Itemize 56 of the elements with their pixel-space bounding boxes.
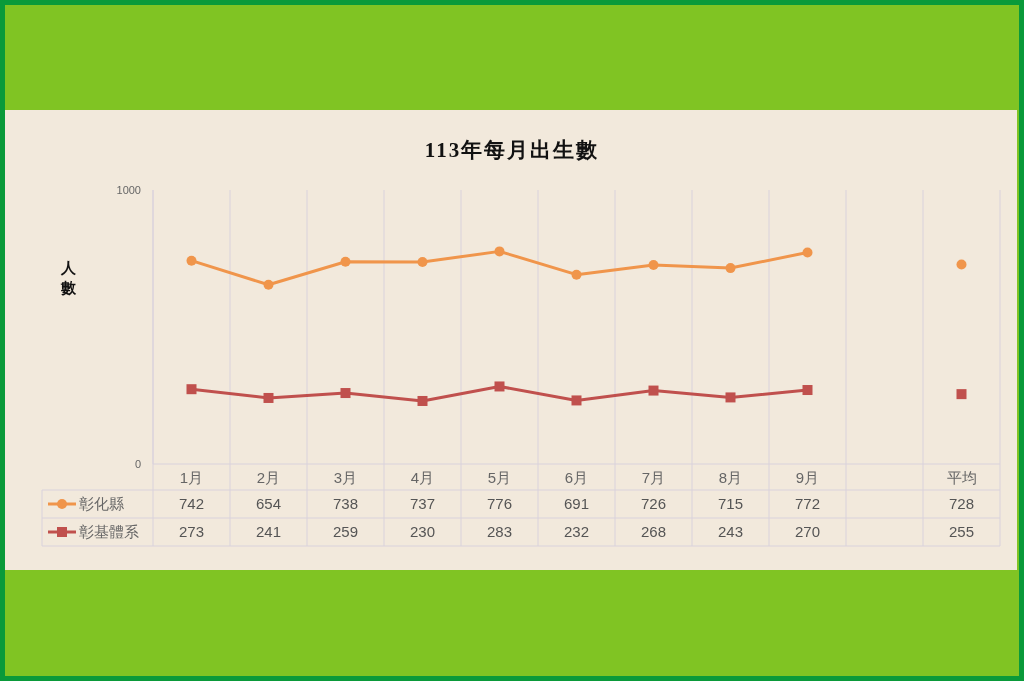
point <box>417 395 428 406</box>
point <box>725 392 736 403</box>
x-tick-label: 8月 <box>718 469 743 486</box>
point <box>571 269 582 280</box>
point <box>802 247 813 258</box>
point <box>263 279 274 290</box>
point <box>648 385 659 396</box>
data-label: 742 <box>178 495 205 512</box>
x-tick-label: 3月 <box>333 469 358 486</box>
data-label: 255 <box>948 523 975 540</box>
data-label: 715 <box>717 495 744 512</box>
legend-label: 彰化縣 <box>79 495 124 512</box>
data-label: 232 <box>563 523 590 540</box>
point <box>956 389 967 400</box>
point <box>340 388 351 399</box>
point <box>340 256 351 267</box>
data-label: 776 <box>486 495 513 512</box>
data-label: 270 <box>794 523 821 540</box>
x-tick-label: 5月 <box>487 469 512 486</box>
data-label: 726 <box>640 495 667 512</box>
x-tick-label: 9月 <box>795 469 820 486</box>
data-label: 243 <box>717 523 744 540</box>
y-axis-title: 人數 <box>59 260 77 296</box>
data-label: 691 <box>563 495 590 512</box>
legend-label: 彰基體系 <box>79 523 139 540</box>
point <box>571 395 582 406</box>
y-tick-label: 1000 <box>116 184 141 196</box>
x-tick-label: 2月 <box>256 469 281 486</box>
data-label: 738 <box>332 495 359 512</box>
x-tick-label: 7月 <box>641 469 666 486</box>
point <box>956 259 967 270</box>
data-label: 283 <box>486 523 513 540</box>
point <box>263 392 274 403</box>
data-label: 241 <box>255 523 282 540</box>
point <box>186 255 197 266</box>
point <box>802 385 813 396</box>
data-label: 273 <box>178 523 205 540</box>
chart-title: 113年每月出生數 <box>424 138 600 162</box>
x-tick-label: 1月 <box>179 469 204 486</box>
point <box>725 263 736 274</box>
data-label: 268 <box>640 523 667 540</box>
point <box>186 384 197 395</box>
point <box>648 260 659 271</box>
x-tick-label: 4月 <box>410 469 435 486</box>
data-label: 230 <box>409 523 436 540</box>
data-label: 259 <box>332 523 359 540</box>
point <box>417 257 428 268</box>
data-label: 654 <box>255 495 282 512</box>
y-tick-label: 0 <box>134 458 141 470</box>
data-label: 737 <box>409 495 436 512</box>
data-label: 728 <box>948 495 975 512</box>
x-tick-label: 6月 <box>564 469 589 486</box>
x-tick-label: 平均 <box>946 469 977 486</box>
point <box>494 246 505 257</box>
data-label: 772 <box>794 495 821 512</box>
point <box>494 381 505 392</box>
